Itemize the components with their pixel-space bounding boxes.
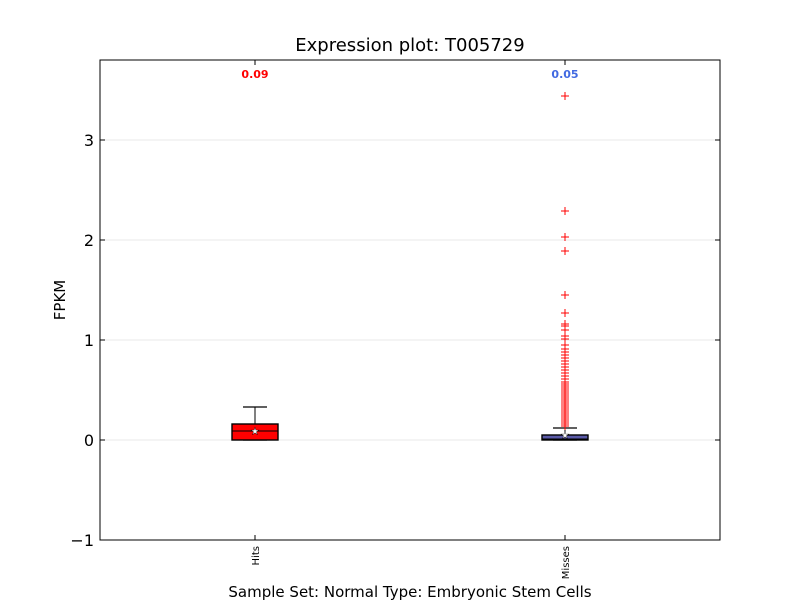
outlier-point [561, 233, 569, 241]
mean-annotation: 0.09 [241, 68, 268, 81]
mean-marker: ★ [561, 431, 570, 442]
mean-annotation: 0.05 [551, 68, 578, 81]
outlier-point [561, 247, 569, 255]
box-hits [231, 423, 279, 441]
outlier-point [561, 207, 569, 215]
y-tick-label: 1 [84, 331, 94, 350]
y-tick-label: 0 [84, 431, 94, 450]
box-misses [541, 434, 589, 441]
y-tick-label: −1 [70, 531, 94, 550]
outlier-point [561, 422, 569, 430]
mean-marker: ★ [251, 427, 260, 438]
plot-frame [99, 59, 721, 541]
y-tick-label: 3 [84, 131, 94, 150]
chart-title: Expression plot: T005729 [295, 35, 525, 56]
y-tick-label: 2 [84, 231, 94, 250]
outlier-point [561, 309, 569, 317]
outlier-point [561, 291, 569, 299]
outlier-point [561, 92, 569, 100]
x-tick-label: Misses [561, 546, 572, 579]
x-axis-label: Sample Set: Normal Type: Embryonic Stem … [228, 583, 592, 601]
x-tick-label: Hits [251, 546, 262, 565]
